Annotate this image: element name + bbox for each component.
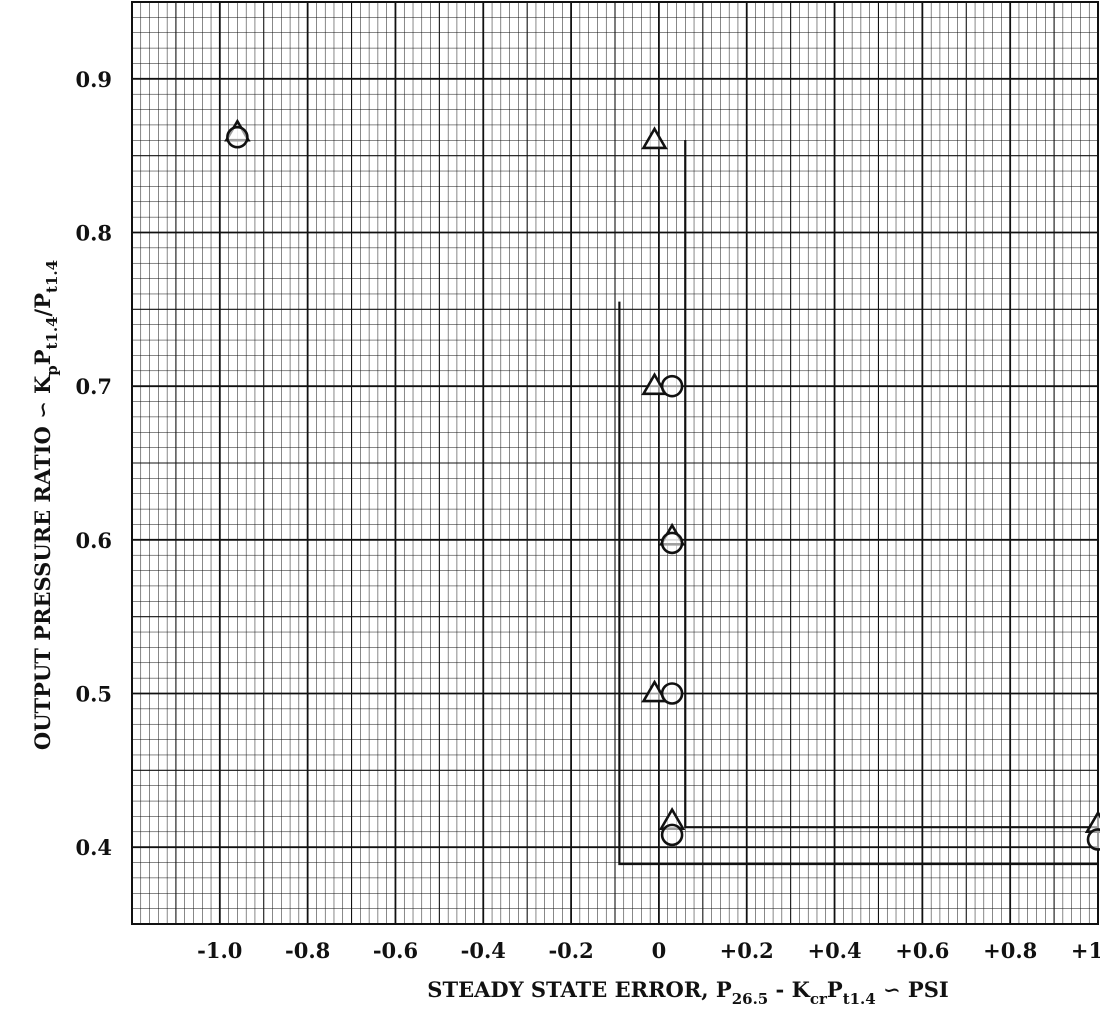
boundary-line [618, 301, 1098, 866]
circle-point [226, 125, 249, 149]
x-axis-label: STEADY STATE ERROR, P26.5 - KcrPt1.4 ∽ P… [427, 977, 948, 1008]
plot-frame [131, 1, 1099, 925]
boundary-line [684, 140, 1098, 829]
y-tick-label: 0.8 [75, 221, 112, 246]
y-tick-label: 0.9 [75, 67, 112, 92]
x-tick-labels: -1.0 -0.8 -0.6 -0.4 -0.2 0 +0.2 +0.4 +0.6 +0.8 +1.… [197, 938, 1100, 963]
circle-point [660, 531, 684, 555]
x-tick-label: +0.6 [895, 938, 949, 963]
y-tick-label: 0.4 [75, 835, 112, 860]
y-tick-label: 0.7 [75, 374, 112, 399]
circle-point [660, 823, 684, 847]
x-tick-label: -1.0 [197, 938, 242, 963]
y-tick-labels: 0.4 0.5 0.6 0.7 0.8 0.9 [75, 67, 112, 860]
data-points [224, 118, 1100, 851]
triangle-point [641, 372, 668, 396]
circle-point [660, 682, 684, 705]
triangle-point [641, 126, 668, 150]
x-tick-label: +0.2 [720, 938, 774, 963]
y-tick-label: 0.5 [75, 682, 112, 707]
x-tick-label: +0.4 [807, 938, 861, 963]
x-tick-label: -0.4 [461, 938, 506, 963]
x-tick-label: -0.2 [548, 938, 593, 963]
y-tick-label: 0.6 [75, 528, 112, 553]
x-tick-label: 0 [652, 938, 667, 963]
circle-point [1086, 828, 1100, 851]
x-tick-label: +1.0 [1071, 938, 1100, 963]
x-tick-label: -0.6 [373, 938, 418, 963]
x-tick-label: -0.8 [285, 938, 330, 963]
boundary-lines [618, 140, 1098, 866]
triangle-point [641, 679, 668, 703]
x-tick-label: +0.8 [983, 938, 1037, 963]
circle-point [660, 374, 684, 398]
y-axis-label: OUTPUT PRESSURE RATIO ∽ KpPt1.4/Pt1.4 [30, 260, 61, 750]
